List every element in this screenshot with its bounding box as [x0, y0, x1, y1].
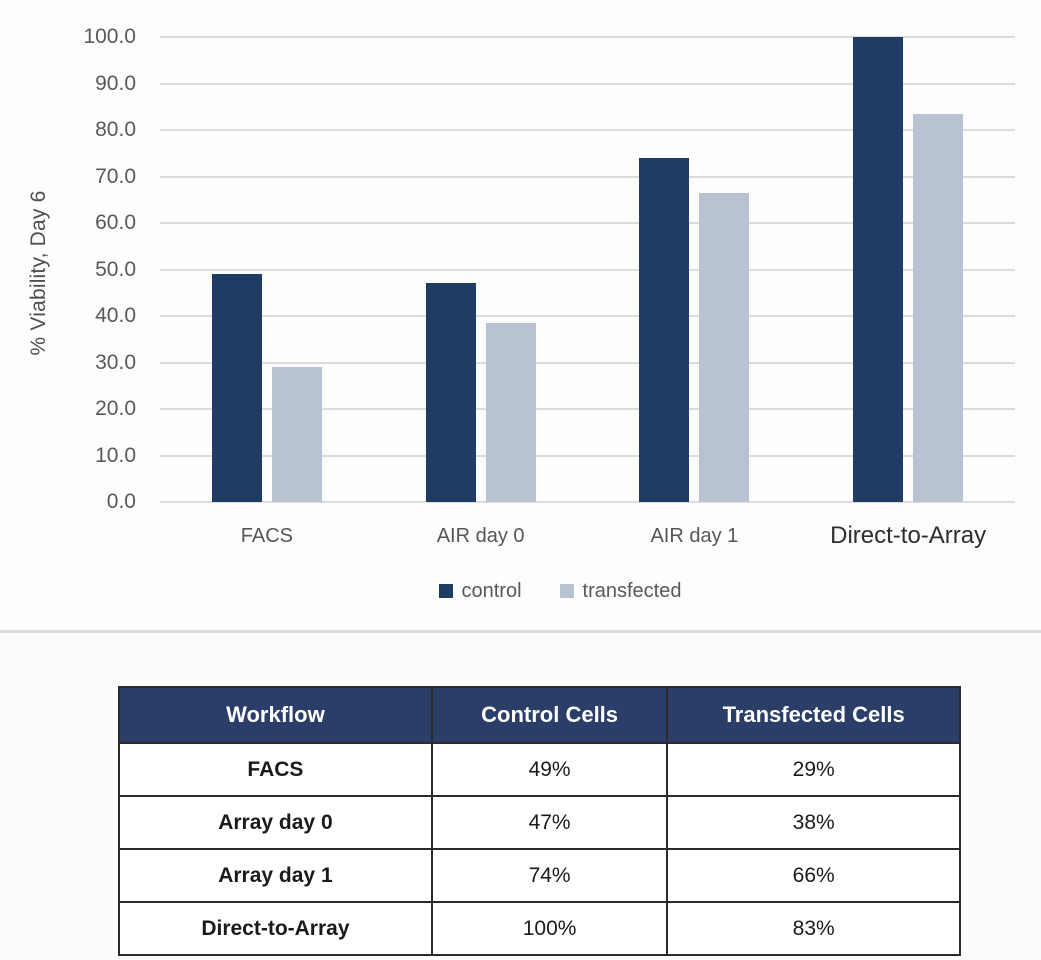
- plot-area: [160, 36, 1015, 503]
- y-tick-label-0: 0.0: [106, 490, 136, 513]
- y-tick-label-90: 90.0: [95, 71, 136, 95]
- y-axis-tick-labels: 100.0 90.0 80.0 70.0 60.0 50.0 40.0 30.0 20.0 10.…: [0, 25, 142, 513]
- x-label-air-day-0: AIR day 0: [436, 525, 525, 547]
- legend-swatch-transfected: [559, 584, 574, 598]
- bar-control-facs: [211, 274, 262, 502]
- table-header-transfected-cells: Transfected Cells: [666, 686, 961, 744]
- table-cell-value: 49%: [430, 742, 669, 797]
- bar-transfected-facs: [271, 367, 322, 502]
- table-cell-value: 47%: [430, 795, 669, 850]
- table-row-array-day-0: Array day 0 47% 38%: [118, 795, 961, 850]
- table-cell-value: 83%: [666, 901, 961, 956]
- bar-transfected-air-day-1: [699, 193, 750, 502]
- table-body: FACS 49% 29% Array day 0 47% 38% Array day 1 74…: [118, 742, 961, 956]
- y-tick-label-60: 60.0: [95, 211, 136, 234]
- gridline-y-40: [160, 315, 1015, 317]
- x-label-direct-to-array: Direct-to-Array: [830, 522, 987, 549]
- x-axis-category-labels: FACS AIR day 0 AIR day 1 Direct-to-Array: [160, 520, 1015, 556]
- bar-control-direct-to-array: [853, 37, 904, 502]
- legend-swatch-control: [438, 584, 453, 598]
- table-cell-value: 74%: [430, 848, 669, 903]
- gridline-y-80: [160, 129, 1015, 131]
- gridline-y-20: [160, 408, 1015, 410]
- y-tick-label-50: 50.0: [95, 257, 136, 281]
- gridline-y-90: [160, 82, 1015, 85]
- x-label-facs: FACS: [240, 525, 293, 547]
- bar-control-air-day-0: [425, 283, 476, 502]
- table-header-control-cells: Control Cells: [430, 686, 669, 744]
- gridline-y-100: [160, 36, 1015, 38]
- table-cell-value: 100%: [430, 901, 669, 956]
- table-header-row: Workflow Control Cells Transfected Cells: [118, 686, 961, 744]
- bar-control-air-day-1: [639, 158, 690, 502]
- table-cell-value: 29%: [666, 742, 961, 797]
- legend-item-control: control: [438, 579, 522, 603]
- viability-table: Workflow Control Cells Transfected Cells F…: [118, 686, 961, 956]
- gridline-y-50: [160, 268, 1015, 271]
- table-cell-workflow: Array day 0: [118, 795, 433, 850]
- table-row-array-day-1: Array day 1 74% 66%: [118, 848, 961, 903]
- table-row-facs: FACS 49% 29%: [118, 742, 961, 797]
- table-cell-workflow: Array day 1: [118, 848, 433, 903]
- legend-label-transfected: transfected: [582, 579, 682, 602]
- legend-item-transfected: transfected: [559, 579, 682, 603]
- y-tick-label-70: 70.0: [95, 164, 136, 188]
- legend-label-control: control: [461, 579, 522, 602]
- chart-legend: control transfected: [160, 578, 960, 604]
- y-tick-label-30: 30.0: [95, 350, 136, 374]
- section-divider: [0, 630, 1041, 633]
- gridline-y-70: [160, 175, 1015, 178]
- y-tick-label-40: 40.0: [95, 304, 136, 327]
- x-label-air-day-1: AIR day 1: [650, 525, 739, 547]
- gridline-y-0: [160, 501, 1015, 503]
- bar-transfected-direct-to-array: [913, 114, 964, 502]
- table-header-row: Workflow Control Cells Transfected Cells: [118, 686, 961, 744]
- viability-bar-chart: % Viability, Day 6 100.0 90.0 80.0 70.0 60.0…: [0, 25, 1015, 604]
- y-tick-label-10: 10.0: [95, 443, 136, 467]
- bar-transfected-air-day-0: [485, 323, 536, 502]
- table-header-workflow: Workflow: [118, 686, 433, 744]
- gridline-y-30: [160, 361, 1015, 364]
- table-cell-workflow: FACS: [118, 742, 433, 797]
- table-cell-value: 38%: [666, 795, 961, 850]
- table-row-direct-to-array: Direct-to-Array 100% 83%: [118, 901, 961, 956]
- table-cell-value: 66%: [666, 848, 961, 903]
- table-cell-workflow: Direct-to-Array: [118, 901, 433, 956]
- gridline-y-10: [160, 454, 1015, 457]
- y-tick-label-20: 20.0: [95, 397, 136, 420]
- y-tick-label-100: 100.0: [83, 25, 136, 48]
- y-tick-label-80: 80.0: [95, 118, 136, 141]
- gridline-y-60: [160, 222, 1015, 224]
